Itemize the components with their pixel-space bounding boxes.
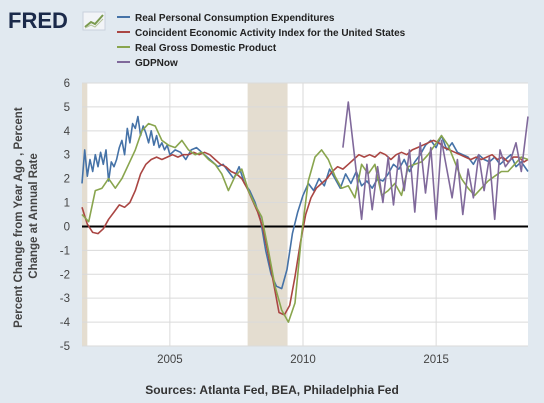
y-tick-label: -3 [60,293,70,305]
series-lines [81,101,529,323]
logo-text: FRED [8,8,68,33]
legend-label-2: Real Gross Domestic Product [135,43,277,54]
y-axis-label-line-2: Change at Annual Rate [28,153,40,278]
recession-band-1 [247,83,288,346]
y-axis-label-line-1: Percent Change from Year Ago , Percent [13,107,25,328]
y-axis-label: Percent Change from Year Ago , Percent C… [13,104,40,328]
legend: Real Personal Consumption Expenditures Co… [117,13,406,69]
y-tick-label: 1 [64,198,70,210]
y-tick-label: 4 [64,126,71,138]
x-tick-label: 2005 [157,354,183,366]
y-tick-label: -2 [60,269,70,281]
x-tick-label: 2010 [290,354,316,366]
source-note: Sources: Atlanta Fed, BEA, Philadelphia … [145,383,399,397]
x-tick-label: 2015 [423,354,449,366]
legend-label-0: Real Personal Consumption Expenditures [135,13,335,24]
y-tick-label: 2 [64,174,70,186]
legend-label-3: GDPNow [135,58,178,69]
y-tick-label: 5 [64,102,70,114]
gridlines [82,82,528,347]
chart-line-icon [82,11,106,31]
fred-logo: FRED [8,8,106,33]
y-tick-label: 3 [64,150,70,162]
x-axis-ticks: 2005 2010 2015 [157,354,449,366]
y-tick-label: 6 [64,78,70,90]
series-line-3 [342,101,529,221]
legend-label-1: Coincident Economic Activity Index for t… [135,28,406,39]
y-tick-label: 0 [64,221,70,233]
y-tick-label: -5 [60,341,70,353]
y-tick-label: -4 [60,317,71,329]
y-axis-ticks: -5 -4 -3 -2 -1 0 1 2 3 4 5 6 [60,78,71,353]
series-line-2 [81,122,529,323]
y-tick-label: -1 [60,245,70,257]
series-line-1 [81,139,529,316]
